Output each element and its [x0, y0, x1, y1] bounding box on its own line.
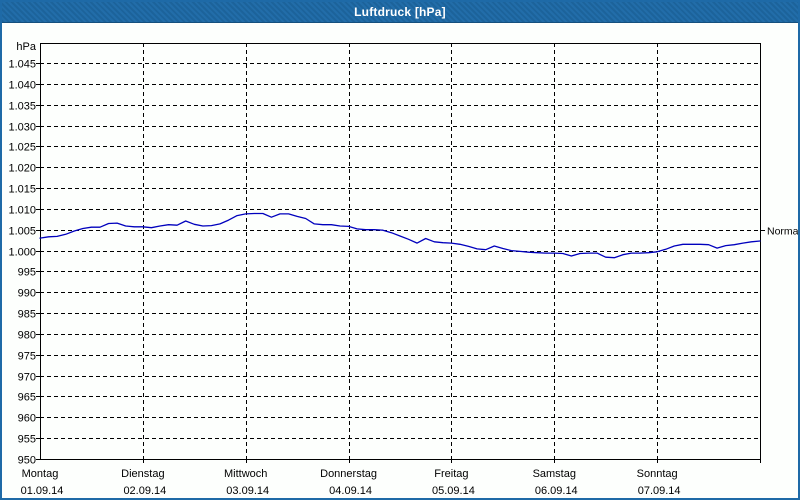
day-date-label: 04.09.14 [329, 485, 372, 497]
pressure-chart-svg: hPa 1.045 1.040 1.035 1.030 1.025 1.020 1.015 1.… [8, 41, 798, 497]
day-date-label: 02.09.14 [123, 485, 166, 497]
y-tick-label: 1.025 [8, 142, 36, 154]
y-tick-label: 1.000 [8, 247, 36, 259]
day-name-label: Montag [22, 468, 59, 480]
day-date-label: 05.09.14 [432, 485, 475, 497]
y-tick-label: 1.005 [8, 226, 36, 238]
day-name-label: Sonntag [637, 468, 678, 480]
y-tick-label: 1.040 [8, 80, 36, 92]
day-date-label: 01.09.14 [21, 485, 64, 497]
y-tick-label: 955 [18, 434, 36, 446]
plot-border [40, 43, 761, 460]
chart-area: hPa 1.045 1.040 1.035 1.030 1.025 1.020 1.015 1.… [2, 23, 798, 498]
y-tick-label: 1.035 [8, 101, 36, 113]
chart-title: Luftdruck [hPa] [354, 5, 446, 19]
y-tick-label: 960 [18, 413, 36, 425]
day-date-label: 03.09.14 [226, 485, 269, 497]
y-tick-label: 1.015 [8, 184, 36, 196]
pressure-line [39, 212, 761, 259]
y-tick-label: 1.045 [8, 59, 36, 71]
y-tick-label: 995 [18, 267, 36, 279]
y-tick-label: 950 [18, 455, 36, 467]
day-date-label: 06.09.14 [535, 485, 578, 497]
day-name-label: Dienstag [121, 468, 164, 480]
y-tick-label: 980 [18, 330, 36, 342]
y-tick-label: 1.020 [8, 163, 36, 175]
y-tick-label: 1.030 [8, 122, 36, 134]
day-name-label: Freitag [434, 468, 468, 480]
y-tick-label: 985 [18, 309, 36, 321]
day-date-label: 07.09.14 [638, 485, 681, 497]
day-name-label: Samstag [533, 468, 576, 480]
y-tick-label: 970 [18, 372, 36, 384]
y-tick-label: 965 [18, 392, 36, 404]
y-tick-label: 990 [18, 288, 36, 300]
y-tick-label: 975 [18, 351, 36, 363]
day-name-label: Mittwoch [224, 468, 267, 480]
day-name-label: Donnerstag [320, 468, 377, 480]
y-axis-unit-label: hPa [16, 41, 36, 53]
title-bar: Luftdruck [hPa] [2, 2, 798, 23]
y-tick-label: 1.010 [8, 205, 36, 217]
normal-label: Normal [767, 226, 798, 238]
